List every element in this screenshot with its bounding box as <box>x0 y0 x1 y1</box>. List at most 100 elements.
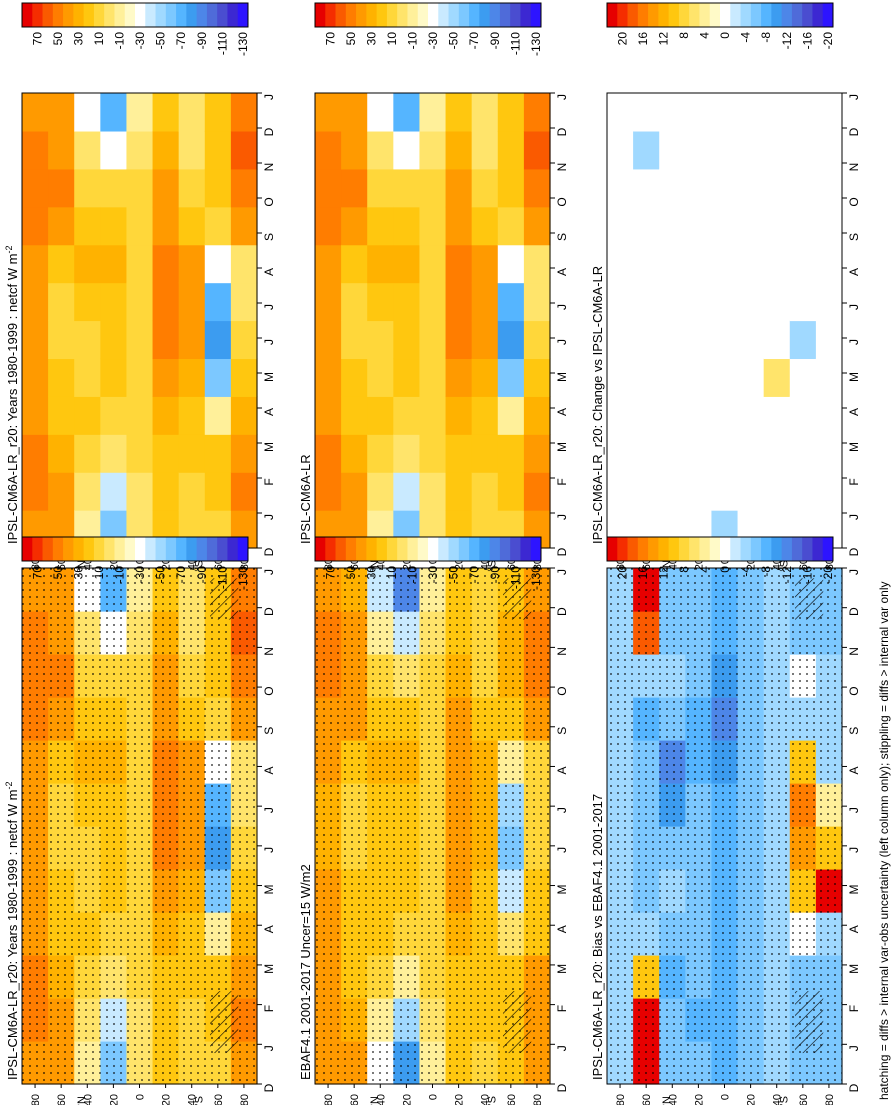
colorbar-swatch <box>407 3 419 27</box>
heatmap-cell <box>178 434 206 473</box>
colorbar-label: -10 <box>113 566 127 584</box>
heatmap-cell <box>497 282 525 322</box>
heatmap-cell <box>152 93 180 132</box>
heatmap-cell <box>685 434 713 473</box>
heatmap-cell <box>204 358 232 397</box>
colorbar-frame <box>21 536 249 562</box>
month-tick-label: M <box>847 442 861 452</box>
heatmap-cell <box>126 168 154 208</box>
heatmap-cell <box>685 472 713 511</box>
month-tick-label: N <box>847 163 861 172</box>
lat-tick-label: 0 <box>135 1094 147 1100</box>
colorbar-label: -110 <box>215 566 229 589</box>
heatmap-cell <box>607 434 634 473</box>
heatmap-cell <box>445 434 473 473</box>
heatmap-cell <box>100 282 128 322</box>
hemisphere-label: °S <box>486 560 498 572</box>
month-tick-label: F <box>555 478 569 485</box>
heatmap-cell <box>737 206 765 246</box>
heatmap-cell <box>815 434 843 473</box>
colorbar-swatch <box>145 3 156 27</box>
colorbar-swatch <box>165 3 177 27</box>
heatmap-cell <box>152 206 180 246</box>
heatmap-cell <box>204 168 232 208</box>
colorbar-label: 50 <box>344 566 358 580</box>
colorbar-swatch <box>781 537 793 561</box>
colorbar-label: -130 <box>529 32 543 56</box>
heatmap-cell <box>633 434 660 473</box>
colorbar-swatch <box>791 537 803 561</box>
colorbar-swatch <box>730 3 741 27</box>
month-tick-label: M <box>847 885 861 895</box>
lat-tick-label: 60 <box>213 1094 225 1105</box>
heatmap-cell <box>100 358 128 397</box>
heatmap-cell <box>100 168 128 208</box>
heatmap-cell <box>100 434 128 473</box>
month-tick-label: D <box>262 1083 276 1092</box>
heatmap-cell <box>100 472 128 511</box>
month-tick-label: J <box>555 1045 569 1051</box>
colorbar-label: 30 <box>72 566 86 580</box>
month-tick-label: J <box>262 304 276 310</box>
month-tick-label: N <box>847 647 861 656</box>
colorbar-swatch <box>489 537 501 561</box>
heatmap-cell <box>633 206 660 246</box>
hatching-overlay <box>210 578 239 620</box>
colorbar-label: -8 <box>759 566 773 577</box>
colorbar-swatch <box>689 3 700 27</box>
month-tick-label: N <box>262 647 276 656</box>
colorbar-label: -30 <box>133 32 147 50</box>
colorbar-frame <box>21 2 249 28</box>
colorbar-swatch <box>678 537 690 561</box>
colorbar-swatch <box>345 3 357 27</box>
heatmap-cell <box>471 130 499 170</box>
heatmap-cell <box>633 320 660 360</box>
colorbar-label: -50 <box>447 32 461 50</box>
heatmap-cell <box>178 472 206 511</box>
lat-tick-label: 0 <box>720 1094 732 1100</box>
heatmap-panel-middle-left: D J F M A M J J A S O N D J 80 60 40 20 0 20 40 60 80 °N °S EBAF4… <box>298 567 569 1105</box>
month-tick-label: S <box>262 727 276 735</box>
heatmap-cell <box>471 93 499 132</box>
lat-tick-label: 20 <box>454 1094 466 1105</box>
colorbar-label: -30 <box>133 566 147 584</box>
colorbar-swatch <box>668 537 680 561</box>
heatmap-cell <box>230 168 258 208</box>
colorbar-swatch <box>791 3 803 27</box>
heatmap-cell <box>445 320 473 360</box>
colorbar-swatch <box>22 3 33 27</box>
heatmap-cell <box>230 206 258 246</box>
colorbar-label: -90 <box>195 32 209 50</box>
month-tick-label: M <box>262 372 276 382</box>
colorbar-label: 8 <box>677 566 691 573</box>
heatmap-cell <box>419 282 447 322</box>
heatmap-cell <box>737 168 765 208</box>
month-tick-label: J <box>847 339 861 345</box>
month-tick-label: M <box>847 372 861 382</box>
colorbar-swatch <box>93 3 105 27</box>
colorbar-swatch <box>356 537 367 561</box>
colorbar-swatch <box>22 537 33 561</box>
heatmap-cell <box>341 396 368 435</box>
heatmap-cell <box>419 434 447 473</box>
heatmap-cell <box>204 320 232 360</box>
colorbar-label: 20 <box>615 566 629 580</box>
month-tick-label: J <box>262 1045 276 1051</box>
panel-title: IPSL-CM6A-LR_r20: Years 1980-1999 : netc… <box>4 782 20 1081</box>
colorbar-swatch <box>822 3 834 27</box>
heatmap-cell <box>74 93 101 132</box>
colorbar-label: 30 <box>365 32 379 46</box>
lat-tick-label: 20 <box>401 1094 413 1105</box>
month-tick-label: F <box>847 1005 861 1012</box>
colorbar-label: -90 <box>488 566 502 584</box>
colorbar-label: -110 <box>215 32 229 55</box>
lat-tick-label: 60 <box>56 1094 68 1105</box>
heatmap-cell <box>419 244 447 284</box>
colorbar-swatch <box>720 537 731 561</box>
heatmap-cell <box>48 168 75 208</box>
heatmap-cell <box>393 358 421 397</box>
colorbar-label: 70 <box>323 32 337 46</box>
heatmap-cell <box>230 472 258 511</box>
hemisphere-label: °N <box>661 560 673 572</box>
colorbar-label: -10 <box>113 32 127 50</box>
